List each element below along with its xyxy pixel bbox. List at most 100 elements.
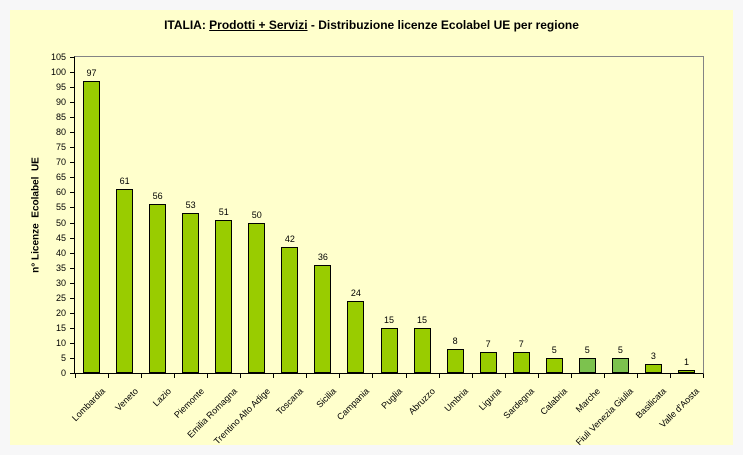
- y-tick-mark: [70, 102, 74, 103]
- bar: [545, 358, 563, 373]
- x-tick-mark: [406, 374, 407, 378]
- y-tick-label: 85: [55, 112, 66, 123]
- y-tick-mark: [70, 298, 74, 299]
- x-tick-mark: [141, 374, 142, 378]
- y-tick-label: 100: [50, 67, 66, 78]
- plot-area: 97 61 56 53 51 50 42 36 24 15 15 8 7 7 5 5 5 3 1: [74, 56, 704, 374]
- y-tick-mark: [70, 57, 74, 58]
- bar-value-label: 7: [518, 339, 524, 349]
- y-tick-label: 105: [50, 52, 66, 62]
- bar: [149, 204, 167, 373]
- x-tick-mark: [75, 374, 76, 378]
- bar: [512, 352, 530, 373]
- y-tick-label: 40: [55, 247, 66, 258]
- y-tick-mark: [70, 87, 74, 88]
- x-tick-mark: [637, 374, 638, 378]
- bar: [182, 213, 200, 373]
- chart-panel: ITALIA: Prodotti + Servizi - Distribuzio…: [10, 10, 733, 447]
- y-tick-mark: [70, 268, 74, 269]
- y-tick-label: 35: [55, 262, 66, 273]
- bar: [116, 189, 134, 373]
- y-tick-label: 75: [55, 142, 66, 153]
- y-tick-label: 50: [55, 217, 66, 228]
- x-tick-mark: [703, 374, 704, 378]
- y-tick-label: 60: [55, 187, 66, 198]
- x-tick-mark: [505, 374, 506, 378]
- y-tick-label: 30: [55, 277, 66, 288]
- y-tick-label: 15: [55, 322, 66, 333]
- y-tick-mark: [70, 373, 74, 374]
- y-tick-mark: [70, 72, 74, 73]
- x-tick-mark: [372, 374, 373, 378]
- bar: [446, 349, 464, 373]
- x-tick-mark: [670, 374, 671, 378]
- bar-value-label: 36: [317, 252, 328, 262]
- bar: [380, 328, 398, 373]
- x-tick-mark: [339, 374, 340, 378]
- bar-value-label: 3: [650, 351, 656, 361]
- x-tick-mark: [472, 374, 473, 378]
- y-tick-mark: [70, 132, 74, 133]
- bar: [215, 220, 233, 373]
- bar-value-label: 5: [617, 345, 623, 355]
- bar-value-label: 24: [350, 288, 361, 298]
- bar: [413, 328, 431, 373]
- chart-title-prefix: ITALIA:: [164, 18, 210, 32]
- bar-value-label: 97: [86, 68, 97, 78]
- bar: [578, 358, 596, 373]
- y-tick-mark: [70, 147, 74, 148]
- x-tick-mark: [439, 374, 440, 378]
- bar: [479, 352, 497, 373]
- bar-value-label: 15: [417, 315, 428, 325]
- y-tick-mark: [70, 283, 74, 284]
- bar-value-label: 50: [251, 210, 262, 220]
- bar-value-label: 53: [185, 200, 196, 210]
- y-tick-label: 80: [55, 127, 66, 138]
- y-tick-label: 20: [55, 307, 66, 318]
- y-tick-label: 65: [55, 172, 66, 183]
- y-tick-label: 90: [55, 97, 66, 108]
- bar: [347, 301, 365, 373]
- x-tick-label: Lombardia: [69, 386, 107, 424]
- y-tick-mark: [70, 238, 74, 239]
- x-tick-mark: [273, 374, 274, 378]
- chart-title-underlined: Prodotti + Servizi: [209, 18, 308, 32]
- y-tick-mark: [70, 192, 74, 193]
- y-tick-label: 5: [60, 352, 66, 363]
- x-tick-mark: [174, 374, 175, 378]
- x-tick-mark: [207, 374, 208, 378]
- bar: [314, 265, 332, 373]
- bar-value-label: 7: [485, 339, 491, 349]
- y-tick-mark: [70, 117, 74, 118]
- y-tick-label: 55: [55, 202, 66, 213]
- bar-value-label: 15: [383, 315, 394, 325]
- y-tick-label: 45: [55, 232, 66, 243]
- chart-title: ITALIA: Prodotti + Servizi - Distribuzio…: [10, 18, 733, 32]
- y-tick-mark: [70, 313, 74, 314]
- bar-value-label: 51: [218, 207, 229, 217]
- y-tick-mark: [70, 358, 74, 359]
- bar-value-label: 42: [284, 234, 295, 244]
- bar: [611, 358, 629, 373]
- x-tick-mark: [108, 374, 109, 378]
- bar: [83, 81, 101, 373]
- x-tick-mark: [240, 374, 241, 378]
- y-tick-mark: [70, 207, 74, 208]
- y-tick-label: 70: [55, 157, 66, 168]
- y-tick-mark: [70, 328, 74, 329]
- y-tick-mark: [70, 162, 74, 163]
- bar: [677, 370, 695, 373]
- y-tick-mark: [70, 343, 74, 344]
- x-tick-mark: [571, 374, 572, 378]
- bar: [248, 223, 266, 373]
- y-tick-mark: [70, 253, 74, 254]
- bar-value-label: 5: [584, 345, 590, 355]
- x-tick-mark: [306, 374, 307, 378]
- bar: [644, 364, 662, 373]
- y-tick-label: 95: [55, 82, 66, 93]
- y-tick-mark: [70, 223, 74, 224]
- bar: [281, 247, 299, 373]
- bar-value-label: 56: [152, 191, 163, 201]
- chart-title-suffix: - Distribuzione licenze Ecolabel UE per …: [307, 18, 579, 32]
